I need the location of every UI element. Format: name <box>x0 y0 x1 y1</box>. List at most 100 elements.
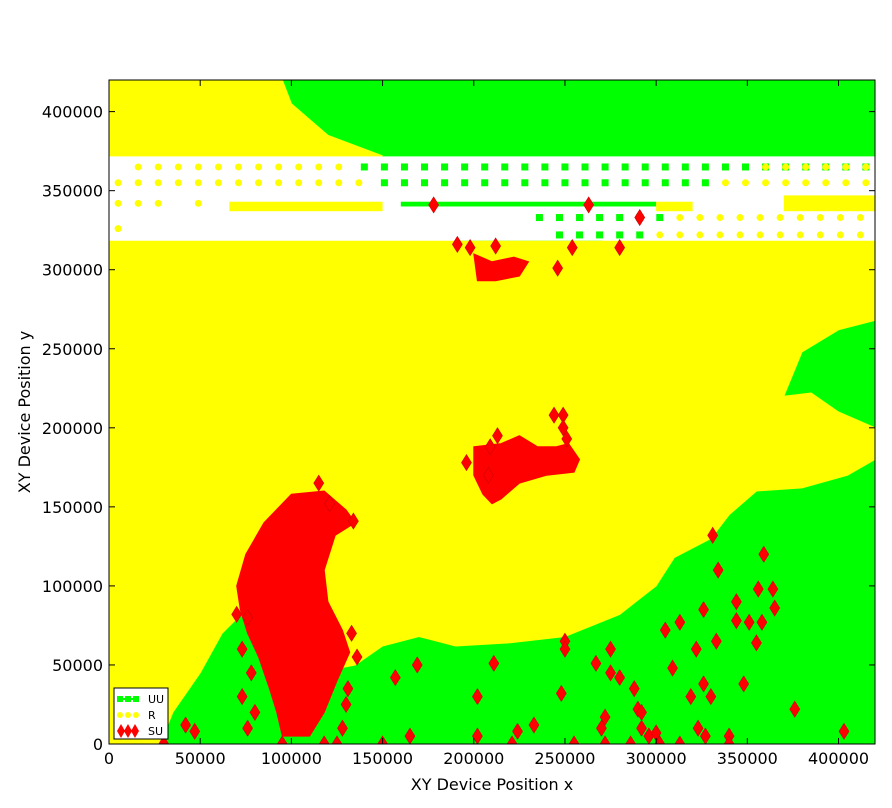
series-su-point <box>566 239 578 257</box>
series-uu-point <box>681 179 689 187</box>
series-su-point <box>698 601 709 619</box>
series-uu-point <box>576 214 584 222</box>
series-r-band-0 <box>229 201 383 212</box>
series-uu-region-3 <box>281 80 875 157</box>
series-su-point <box>596 719 607 737</box>
y-tick-label: 50000 <box>52 656 103 675</box>
series-su-region-0 <box>236 490 356 737</box>
y-axis-label: XY Device Position y <box>15 331 34 493</box>
series-su-point <box>346 624 357 642</box>
axes-layer: 0 50000 100000 150000 200000 250000 300000 3500… <box>42 80 875 768</box>
series-su-point <box>337 719 348 737</box>
series-su-point <box>555 684 567 702</box>
series-su-point <box>313 474 325 492</box>
series-r-point <box>194 199 202 207</box>
series-r-point <box>315 163 323 171</box>
series-uu-point <box>701 163 709 171</box>
series-r-point <box>862 163 870 171</box>
series-uu-point <box>596 231 604 239</box>
series-su-point <box>464 239 476 257</box>
x-tick-label: 150000 <box>352 749 413 768</box>
legend-marker-r <box>117 712 123 718</box>
x-tick-label: 50000 <box>175 749 226 768</box>
series-r-point <box>234 163 242 171</box>
series-su-point <box>340 695 352 714</box>
series-uu-point <box>641 163 649 171</box>
series-r-point <box>275 179 283 187</box>
series-su-point <box>659 621 671 639</box>
series-r-point <box>842 163 850 171</box>
series-uu-point <box>641 179 649 187</box>
series-su-point <box>667 659 678 677</box>
series-r-point <box>676 231 684 239</box>
series-uu-point <box>481 179 489 187</box>
series-uu-point <box>535 214 543 222</box>
series-uu-point <box>581 179 589 187</box>
series-uu-point <box>701 179 709 187</box>
series-uu-point <box>541 163 549 171</box>
series-r-point <box>796 214 804 222</box>
series-r-region-0 <box>109 80 383 157</box>
series-su-point <box>605 664 616 682</box>
series-su-point <box>236 688 248 706</box>
series-su-point <box>756 613 768 631</box>
series-r-point <box>822 179 830 187</box>
series-su-point <box>189 722 201 740</box>
series-su-region-2 <box>473 253 530 282</box>
series-su-point <box>404 727 416 744</box>
series-su-point <box>568 735 580 744</box>
series-r-point <box>114 147 122 155</box>
series-su-point <box>767 580 779 598</box>
series-su-point <box>552 259 564 277</box>
series-r-point <box>802 179 810 187</box>
series-su-point <box>231 605 243 623</box>
series-r-point <box>762 179 770 187</box>
series-r-point <box>836 214 844 222</box>
series-su-point <box>559 640 571 658</box>
y-tick-label: 250000 <box>42 340 103 359</box>
series-r-point <box>836 231 844 239</box>
series-r-point <box>816 231 824 239</box>
series-su-point <box>625 735 636 744</box>
series-r-point <box>856 231 864 239</box>
series-su-point <box>614 239 626 257</box>
data-layer <box>109 80 875 744</box>
series-uu-point <box>360 163 368 171</box>
series-r-point <box>154 179 162 187</box>
series-r-point <box>134 163 142 171</box>
series-uu-point <box>555 231 563 239</box>
series-su-point <box>723 735 735 744</box>
series-su-point <box>242 608 253 627</box>
series-r-point <box>676 214 684 222</box>
series-r-point <box>716 231 724 239</box>
series-su-point <box>242 719 253 737</box>
series-r-point <box>656 231 664 239</box>
plot-frame <box>108 79 876 745</box>
series-r-point <box>114 179 122 187</box>
series-r-point <box>194 163 202 171</box>
series-r-point <box>154 199 162 207</box>
series-su-point <box>838 722 850 740</box>
series-su-point <box>411 656 423 674</box>
series-uu-point <box>661 163 669 171</box>
series-uu-point <box>601 163 609 171</box>
series-su-point <box>743 613 755 631</box>
series-su-point <box>789 700 801 718</box>
series-uu-point <box>380 163 388 171</box>
series-su-point <box>700 727 711 744</box>
series-uu-point <box>601 179 609 187</box>
series-uu-point <box>441 163 449 171</box>
series-uu-point <box>501 179 509 187</box>
series-r-point <box>782 163 790 171</box>
series-su-point <box>758 545 770 563</box>
series-su-point <box>324 495 336 513</box>
series-su-point <box>490 237 502 255</box>
series-su-point <box>484 438 496 456</box>
series-r-point <box>194 179 202 187</box>
series-r-point <box>295 179 303 187</box>
series-uu-point <box>576 231 584 239</box>
series-su-point <box>451 235 463 253</box>
series-su-point <box>351 648 363 666</box>
series-r-point <box>335 179 343 187</box>
series-su-point <box>769 599 781 617</box>
